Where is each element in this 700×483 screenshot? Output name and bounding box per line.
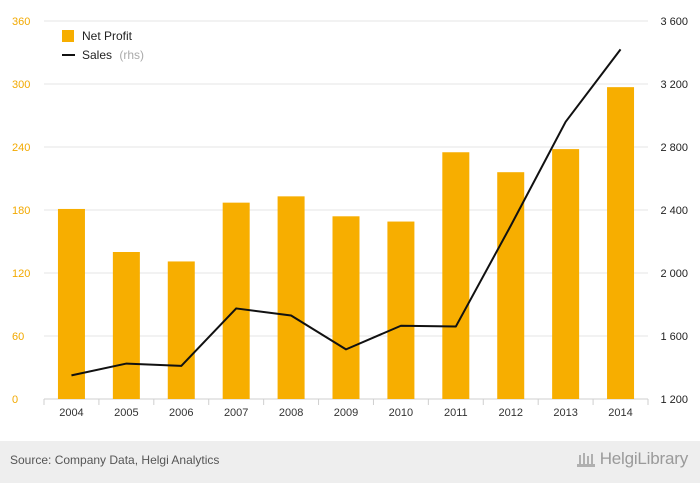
x-tick-label: 2004 (59, 407, 83, 419)
legend-swatch-net-profit (62, 30, 74, 42)
library-logo-icon (576, 453, 595, 467)
svg-text:Sales (rhs): Sales (rhs) (82, 48, 144, 62)
bar-net-profit-2011 (442, 152, 470, 399)
left-tick-label: 240 (12, 142, 30, 154)
right-tick-label: 3 200 (660, 79, 688, 91)
brand-name: HelgiLibrary (599, 449, 689, 468)
x-tick-label: 2013 (553, 407, 577, 419)
legend-label-sales: Sales (82, 48, 112, 62)
x-tick-label: 2012 (498, 407, 522, 419)
bar-net-profit-2013 (552, 149, 580, 399)
left-tick-label: 360 (12, 16, 30, 28)
bar-net-profit-2007 (222, 202, 250, 399)
left-axis-ticks: 0 60 120 180 240 300 360 (12, 16, 30, 406)
bar-net-profit-2005 (112, 252, 140, 399)
legend-label-net-profit: Net Profit (82, 29, 133, 43)
left-tick-label: 300 (12, 79, 30, 91)
bar-net-profit-2004 (57, 208, 85, 399)
right-tick-label: 3 600 (660, 16, 688, 28)
legend: Net Profit Sales (rhs) (62, 29, 144, 62)
brand: HelgiLibrary (576, 449, 688, 469)
left-tick-label: 0 (12, 394, 18, 406)
right-tick-label: 2 800 (660, 142, 688, 154)
x-tick-label: 2010 (389, 407, 413, 419)
footer: Source: Company Data, Helgi Analytics He… (0, 441, 700, 483)
bar-net-profit-2006 (167, 261, 195, 399)
right-tick-label: 1 600 (660, 331, 688, 343)
left-tick-label: 180 (12, 205, 30, 217)
gridlines (43, 20, 649, 405)
bar-net-profit-2014 (607, 87, 635, 400)
x-tick-label: 2011 (444, 407, 468, 419)
right-tick-label: 2 400 (660, 205, 688, 217)
sales-line (71, 48, 622, 377)
left-tick-label: 60 (12, 331, 24, 343)
x-tick-label: 2005 (114, 407, 138, 419)
bar-net-profit-2010 (387, 221, 415, 399)
x-tick-label: 2006 (169, 407, 193, 419)
legend-label-sales-suffix: (rhs) (119, 48, 144, 62)
net-profit-bars (57, 87, 635, 400)
source-note: Source: Company Data, Helgi Analytics (10, 453, 220, 467)
x-tick-label: 2014 (608, 407, 632, 419)
x-axis-ticks: 2004 2005 2006 2007 2008 2009 2010 2011 2012 2013… (59, 407, 633, 419)
right-tick-label: 2 000 (660, 268, 688, 280)
left-tick-label: 120 (12, 268, 30, 280)
x-tick-label: 2007 (224, 407, 248, 419)
right-axis-ticks: 1 200 1 600 2 000 2 400 2 800 3 200 3 600 (660, 16, 688, 406)
combo-chart: 0 60 120 180 240 300 360 1 200 1 600 2 000 2 400 2… (12, 16, 688, 419)
bar-net-profit-2008 (277, 196, 305, 399)
x-tick-label: 2009 (334, 407, 358, 419)
x-tick-label: 2008 (279, 407, 303, 419)
bar-net-profit-2009 (332, 216, 360, 399)
right-tick-label: 1 200 (660, 394, 688, 406)
